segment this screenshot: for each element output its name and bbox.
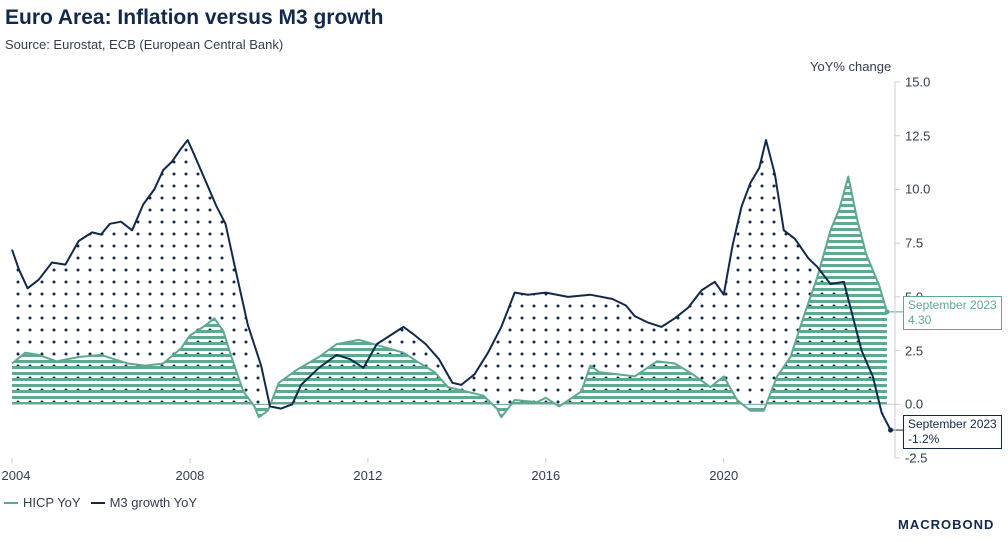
chart-subtitle: Source: Eurostat, ECB (European Central …	[5, 37, 284, 52]
hicp-callout: September 2023 4.30	[903, 296, 1002, 330]
hicp-line	[11, 175, 888, 419]
hicp-callout-value: 4.30	[908, 313, 932, 327]
axes	[11, 81, 900, 463]
legend-item-hicp: HICP YoY	[4, 495, 81, 510]
legend-swatch-hicp	[4, 501, 18, 504]
x-tick-label: 2004	[1, 468, 31, 483]
y-tick-label: 7.5	[905, 235, 924, 251]
x-tick-label: 2016	[531, 468, 561, 483]
y-tick-label: 12.5	[905, 128, 931, 144]
y-tick-label: 15.0	[905, 74, 931, 90]
y-tick-label: 0.0	[905, 396, 924, 412]
macrobond-logo: MACROBOND	[898, 517, 995, 532]
m3-callout-value: -1.2%	[908, 432, 940, 446]
area-fills	[12, 140, 891, 431]
y-tick-label: 2.5	[905, 343, 924, 359]
y-tick-label: 10.0	[905, 181, 931, 197]
chart-title: Euro Area: Inflation versus M3 growth	[5, 6, 384, 29]
y-axis-label: YoY% change	[810, 59, 892, 74]
x-tick-label: 2012	[353, 468, 383, 483]
legend-label-m3: M3 growth YoY	[109, 495, 198, 510]
series-lines	[11, 139, 903, 433]
legend-item-m3: M3 growth YoY	[90, 495, 198, 510]
x-tick-label: 2008	[175, 468, 205, 483]
legend-swatch-m3	[90, 501, 105, 504]
hicp-callout-label: September 2023	[908, 298, 997, 312]
m3-callout: September 2023 -1.2%	[903, 415, 1002, 449]
legend-label-hicp: HICP YoY	[23, 495, 81, 510]
m3-callout-label: September 2023	[908, 417, 997, 431]
y-tick-label: -2.5	[905, 450, 928, 466]
x-tick-label: 2020	[709, 468, 739, 483]
legend: HICP YoY M3 growth YoY	[4, 495, 207, 510]
m3-line	[11, 139, 892, 431]
